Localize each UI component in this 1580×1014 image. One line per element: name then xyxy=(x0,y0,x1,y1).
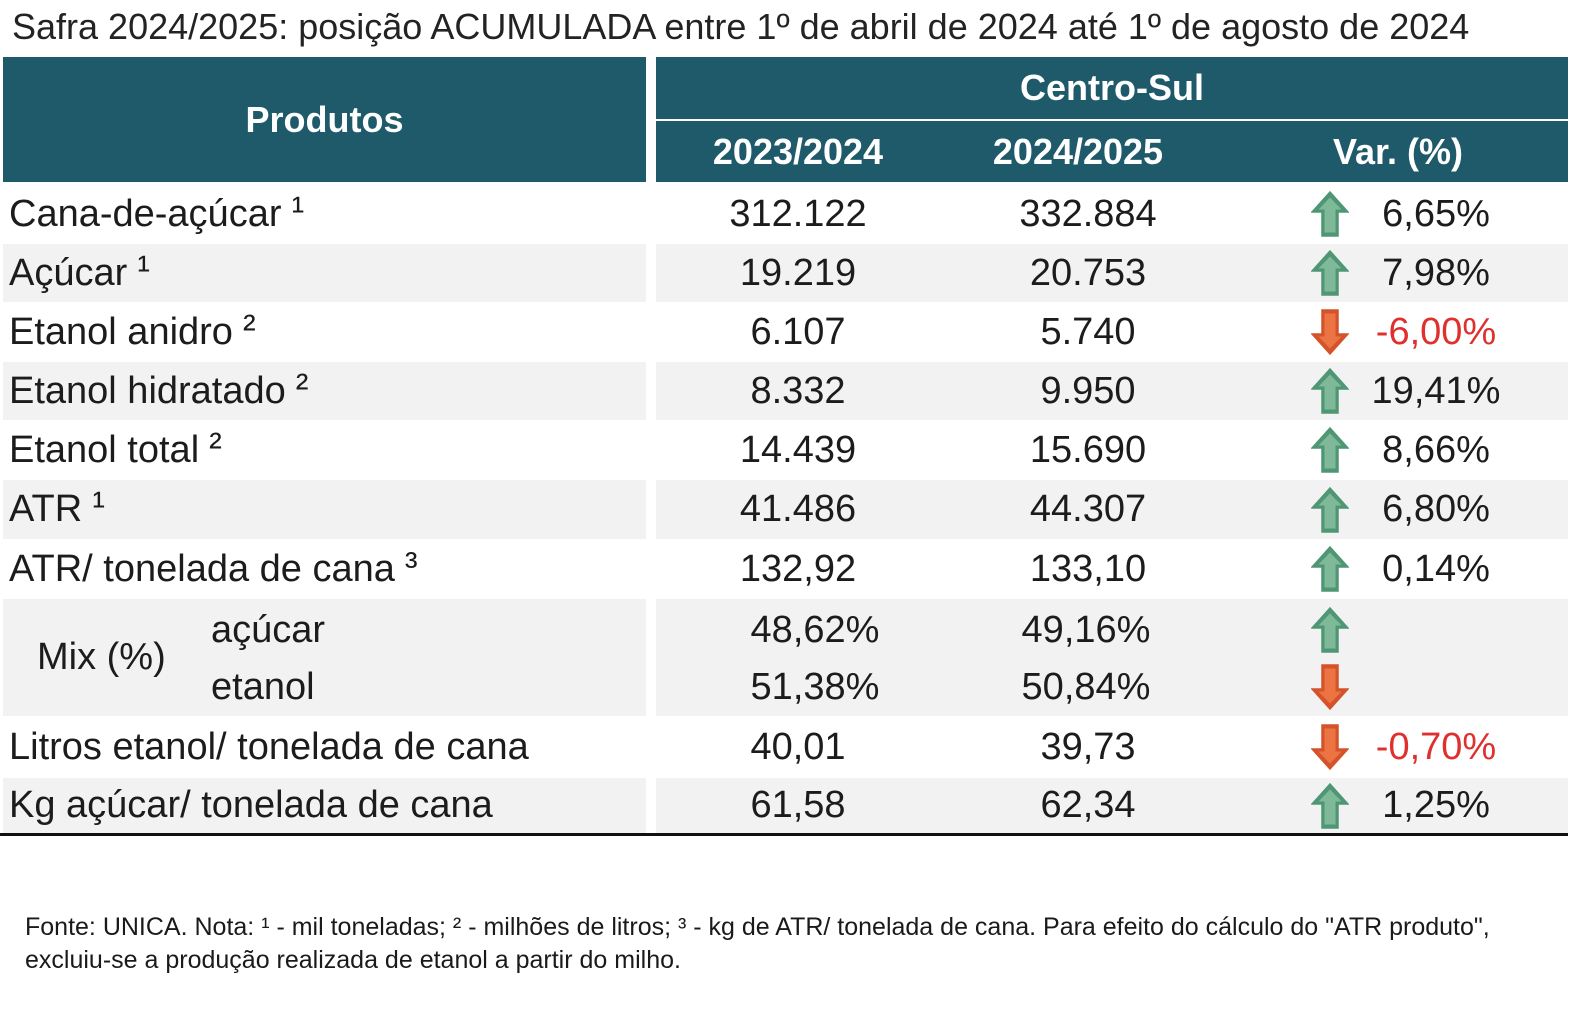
value-2023-2024: 6.107 xyxy=(750,310,846,353)
footnote-marker: ² xyxy=(242,307,256,350)
row-label-text: Etanol total xyxy=(9,428,200,471)
page-title: Safra 2024/2025: posição ACUMULADA entre… xyxy=(12,6,1470,47)
footnote-marker: ¹ xyxy=(137,248,150,291)
row-label-text: Etanol anidro xyxy=(9,310,233,353)
arrow-up-icon xyxy=(1311,480,1349,539)
mix-subrow: etanol 51,38% 50,84% xyxy=(0,658,1568,716)
value-2024-2025: 9.950 xyxy=(1040,369,1136,412)
arrow-up-icon xyxy=(1311,539,1349,599)
value-2023-2024: 19.219 xyxy=(739,251,857,294)
header-products: Produtos xyxy=(3,57,646,182)
table-row: Etanol anidro ² 6.107 5.740 -6,00% xyxy=(0,302,1568,362)
footnote-marker: ² xyxy=(209,425,222,468)
arrow-up-icon xyxy=(1311,599,1349,661)
row-label: Cana-de-açúcar ¹ xyxy=(9,184,304,244)
header-region: Centro-Sul xyxy=(656,57,1568,119)
row-label-text: Kg açúcar/ tonelada de cana xyxy=(9,784,493,826)
value-2024-2025: 62,34 xyxy=(1040,784,1136,826)
header-column-2023-2024: 2023/2024 xyxy=(712,131,884,172)
value-2023-2024: 40,01 xyxy=(750,725,846,768)
value-2023-2024: 8.332 xyxy=(750,369,846,412)
row-label: Açúcar ¹ xyxy=(9,244,150,302)
table-bottom-border xyxy=(0,833,1568,836)
variation-value: 1,25% xyxy=(1382,784,1490,826)
table-row: Cana-de-açúcar ¹ 312.122 332.884 6,65% xyxy=(0,184,1568,244)
variation-value: 6,65% xyxy=(1382,192,1490,235)
table-row: Litros etanol/ tonelada de cana 40,01 39… xyxy=(0,716,1568,778)
value-2023-2024: 41.486 xyxy=(739,488,857,530)
header-column-2024-2025: 2024/2025 xyxy=(992,131,1164,172)
footnote-marker: ¹ xyxy=(92,485,105,527)
value-2024-2025: 332.884 xyxy=(1019,192,1157,235)
row-label-text: Cana-de-açúcar xyxy=(9,192,282,235)
mix-item-label: açúcar xyxy=(211,608,326,651)
value-2024-2025: 133,10 xyxy=(1029,547,1147,590)
row-label-text: Açúcar xyxy=(9,251,128,294)
footnote-marker: ³ xyxy=(404,544,418,587)
mix-item-label: etanol xyxy=(211,665,315,708)
value-2024-2025: 49,16% xyxy=(1021,608,1151,651)
value-2024-2025: 44.307 xyxy=(1029,488,1147,530)
table-row: Kg açúcar/ tonelada de cana 61,58 62,34 … xyxy=(0,778,1568,833)
value-2023-2024: 51,38% xyxy=(750,665,880,708)
arrow-down-icon xyxy=(1311,716,1349,778)
value-2023-2024: 14.439 xyxy=(739,428,857,471)
arrow-up-icon xyxy=(1311,184,1349,244)
variation-value: -6,00% xyxy=(1375,310,1497,353)
value-2023-2024: 132,92 xyxy=(739,547,857,590)
arrow-up-icon xyxy=(1311,420,1349,480)
row-label: ATR ¹ xyxy=(9,480,105,539)
table-row: ATR ¹ 41.486 44.307 6,80% xyxy=(0,480,1568,539)
variation-value: -0,70% xyxy=(1375,725,1497,768)
row-label-text: Etanol hidratado xyxy=(9,369,286,412)
row-label-text: Litros etanol/ tonelada de cana xyxy=(9,725,529,768)
value-2024-2025: 50,84% xyxy=(1021,665,1151,708)
variation-value: 7,98% xyxy=(1382,251,1490,294)
variation-value: 19,41% xyxy=(1371,369,1501,412)
table-row: Etanol hidratado ² 8.332 9.950 19,41% xyxy=(0,362,1568,420)
table-row: ATR/ tonelada de cana ³ 132,92 133,10 0,1… xyxy=(0,539,1568,599)
arrow-down-icon xyxy=(1311,302,1349,362)
value-2024-2025: 5.740 xyxy=(1040,310,1136,353)
variation-value: 6,80% xyxy=(1382,488,1490,530)
row-label-text: ATR/ tonelada de cana xyxy=(9,547,395,590)
header-columns: 2023/2024 2024/2025 Var. (%) xyxy=(656,121,1568,182)
value-2024-2025: 15.690 xyxy=(1029,428,1147,471)
row-label: Etanol total ² xyxy=(9,420,222,480)
value-2024-2025: 20.753 xyxy=(1029,251,1147,294)
row-label: ATR/ tonelada de cana ³ xyxy=(9,539,418,599)
mix-subrow: açúcar 48,62% 49,16% xyxy=(0,599,1568,661)
arrow-up-icon xyxy=(1311,244,1349,302)
row-label: Etanol anidro ² xyxy=(9,302,256,362)
variation-value: 8,66% xyxy=(1382,428,1490,471)
value-2024-2025: 39,73 xyxy=(1040,725,1136,768)
table-row: Açúcar ¹ 19.219 20.753 7,98% xyxy=(0,244,1568,302)
value-2023-2024: 48,62% xyxy=(750,608,880,651)
row-label-text: ATR xyxy=(9,488,83,530)
row-label: Litros etanol/ tonelada de cana xyxy=(9,716,529,778)
footnote-continuation: excluiu-se a produção realizada de etano… xyxy=(25,946,681,974)
table-row: Etanol total ² 14.439 15.690 8,66% xyxy=(0,420,1568,480)
footnote-source: Fonte: UNICA. Nota: ¹ - mil toneladas; ²… xyxy=(25,913,1490,941)
value-2023-2024: 61,58 xyxy=(750,784,846,826)
row-label: Etanol hidratado ² xyxy=(9,362,308,420)
mix-label: Mix (%) xyxy=(37,636,166,678)
row-label: Kg açúcar/ tonelada de cana xyxy=(9,778,493,833)
header-column-variation: Var. (%) xyxy=(1332,131,1464,172)
footnote-marker: ² xyxy=(295,366,309,409)
arrow-up-icon xyxy=(1311,778,1349,833)
value-2023-2024: 312.122 xyxy=(729,192,867,235)
arrow-up-icon xyxy=(1311,362,1349,420)
arrow-down-icon xyxy=(1311,658,1349,716)
variation-value: 0,14% xyxy=(1382,547,1490,590)
mix-row: Mix (%) açúcar 48,62% 49,16% etanol 51,3… xyxy=(0,599,1568,716)
footnote-marker: ¹ xyxy=(291,189,305,232)
